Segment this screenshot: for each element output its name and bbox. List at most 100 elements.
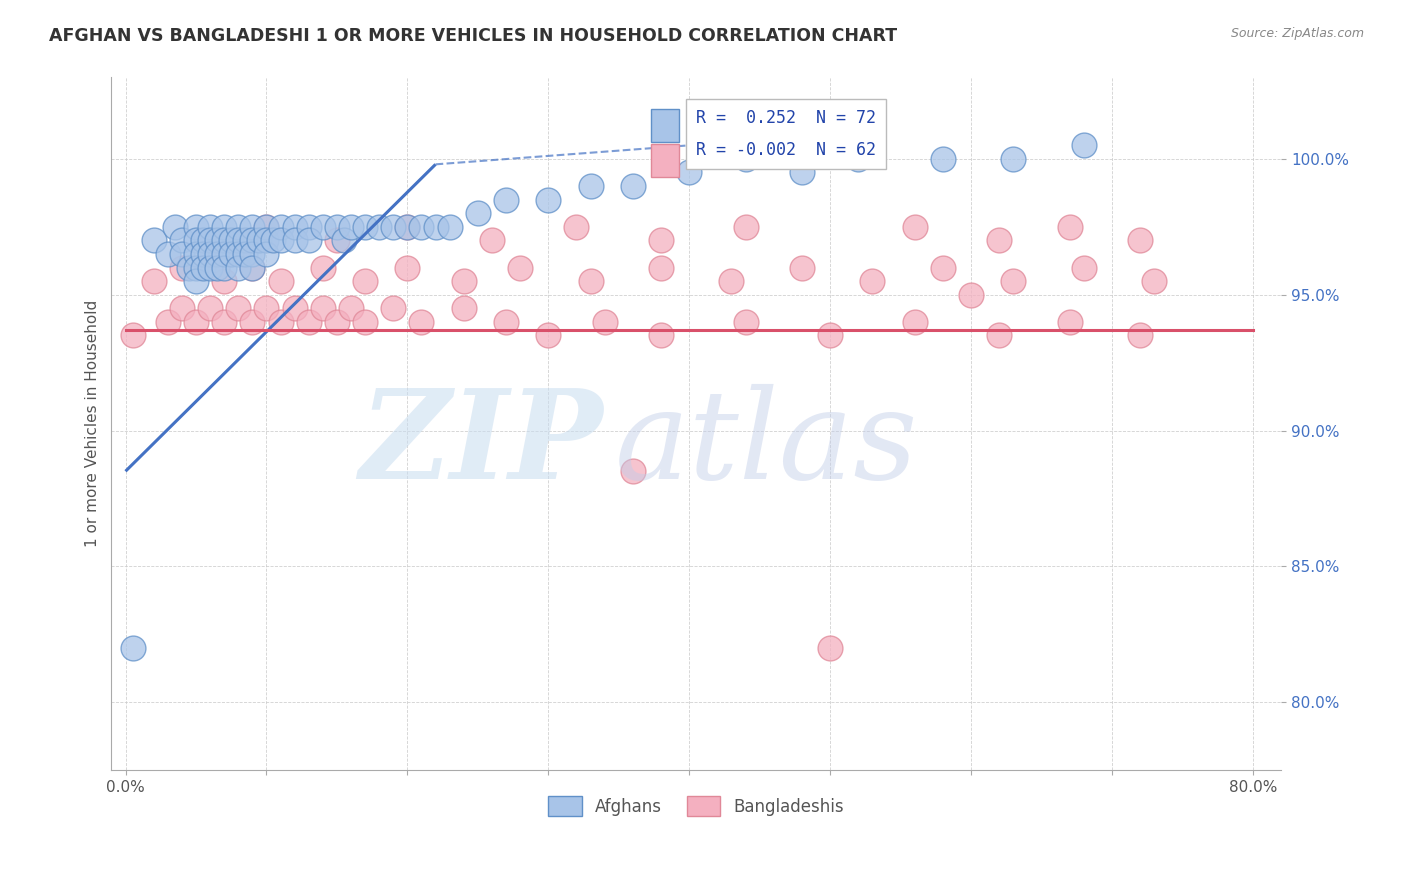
Point bbox=[240, 315, 263, 329]
Point bbox=[226, 219, 249, 234]
Point bbox=[988, 234, 1011, 248]
Point bbox=[1002, 152, 1025, 166]
Point bbox=[121, 328, 143, 343]
Point bbox=[621, 464, 644, 478]
Point bbox=[284, 234, 307, 248]
Point bbox=[184, 260, 207, 275]
Point bbox=[326, 315, 349, 329]
Point bbox=[191, 260, 214, 275]
Text: ZIP: ZIP bbox=[359, 384, 603, 505]
Point bbox=[818, 328, 841, 343]
Point bbox=[354, 274, 377, 288]
Point bbox=[156, 247, 179, 261]
Bar bbox=[651, 144, 679, 177]
Point bbox=[312, 301, 335, 316]
Point bbox=[354, 315, 377, 329]
Point bbox=[170, 247, 193, 261]
Point bbox=[205, 234, 228, 248]
Point bbox=[720, 274, 742, 288]
Point bbox=[212, 260, 235, 275]
Point bbox=[121, 640, 143, 655]
Point bbox=[411, 219, 433, 234]
Point bbox=[212, 274, 235, 288]
Point bbox=[270, 234, 292, 248]
Text: R =  0.252  N = 72
R = -0.002  N = 62: R = 0.252 N = 72 R = -0.002 N = 62 bbox=[696, 109, 876, 159]
Point bbox=[312, 260, 335, 275]
Point bbox=[191, 234, 214, 248]
Point bbox=[254, 301, 277, 316]
Point bbox=[226, 260, 249, 275]
Point bbox=[988, 328, 1011, 343]
Point bbox=[240, 260, 263, 275]
Point bbox=[191, 247, 214, 261]
Point bbox=[650, 328, 672, 343]
Text: atlas: atlas bbox=[614, 384, 918, 505]
Point bbox=[270, 315, 292, 329]
Point bbox=[170, 301, 193, 316]
Point bbox=[467, 206, 489, 220]
Point bbox=[411, 315, 433, 329]
Point bbox=[284, 301, 307, 316]
Point bbox=[368, 219, 391, 234]
Text: Source: ZipAtlas.com: Source: ZipAtlas.com bbox=[1230, 27, 1364, 40]
Y-axis label: 1 or more Vehicles in Household: 1 or more Vehicles in Household bbox=[86, 300, 100, 548]
Point bbox=[650, 260, 672, 275]
Point bbox=[184, 234, 207, 248]
Point bbox=[170, 260, 193, 275]
Point bbox=[177, 260, 200, 275]
Point bbox=[212, 234, 235, 248]
Point bbox=[904, 315, 927, 329]
Point bbox=[860, 274, 883, 288]
Point bbox=[382, 301, 405, 316]
Point bbox=[270, 274, 292, 288]
Point bbox=[205, 260, 228, 275]
Point bbox=[240, 247, 263, 261]
Point bbox=[382, 219, 405, 234]
Bar bbox=[651, 109, 679, 142]
Point bbox=[904, 219, 927, 234]
Point bbox=[254, 219, 277, 234]
Point bbox=[537, 193, 560, 207]
Point bbox=[1073, 260, 1095, 275]
Point bbox=[156, 315, 179, 329]
Point bbox=[212, 247, 235, 261]
Point bbox=[1143, 274, 1166, 288]
Point bbox=[396, 219, 419, 234]
Point bbox=[453, 274, 475, 288]
Point bbox=[333, 234, 356, 248]
Legend: Afghans, Bangladeshis: Afghans, Bangladeshis bbox=[540, 788, 852, 824]
Point bbox=[142, 234, 165, 248]
Point bbox=[425, 219, 447, 234]
Point bbox=[254, 247, 277, 261]
Point bbox=[198, 219, 221, 234]
Point bbox=[1129, 328, 1152, 343]
Point bbox=[396, 219, 419, 234]
Point bbox=[439, 219, 461, 234]
Point bbox=[1002, 274, 1025, 288]
Point bbox=[263, 234, 285, 248]
Point bbox=[818, 640, 841, 655]
Point bbox=[198, 234, 221, 248]
Point bbox=[240, 219, 263, 234]
Point bbox=[233, 247, 256, 261]
Point bbox=[565, 219, 588, 234]
Point bbox=[184, 219, 207, 234]
Point bbox=[233, 234, 256, 248]
Point bbox=[932, 152, 955, 166]
Point bbox=[453, 301, 475, 316]
Point bbox=[537, 328, 560, 343]
Point bbox=[396, 260, 419, 275]
Point bbox=[734, 219, 756, 234]
Point bbox=[212, 315, 235, 329]
Point bbox=[495, 315, 517, 329]
Point bbox=[219, 234, 242, 248]
Point bbox=[298, 219, 321, 234]
Point bbox=[354, 219, 377, 234]
Point bbox=[284, 219, 307, 234]
Point bbox=[650, 234, 672, 248]
Point bbox=[254, 219, 277, 234]
Point bbox=[226, 301, 249, 316]
Point bbox=[1059, 315, 1081, 329]
Point bbox=[184, 247, 207, 261]
Point bbox=[240, 234, 263, 248]
